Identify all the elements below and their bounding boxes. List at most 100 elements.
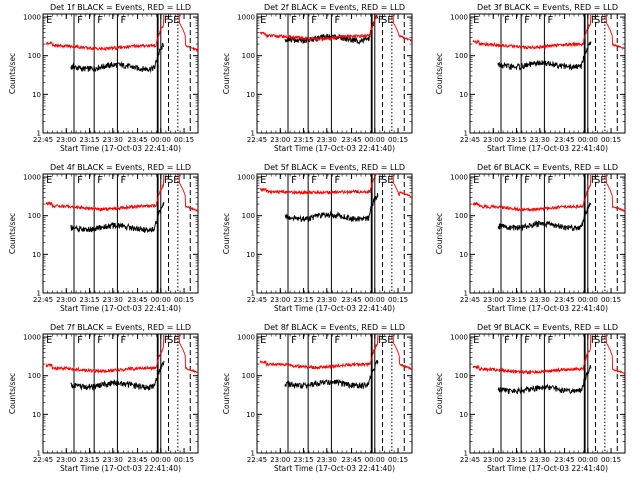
x-tick-label: 00:15: [388, 456, 408, 464]
segment-marker: S: [594, 335, 600, 346]
x-tick-label: 22:45: [247, 136, 267, 144]
segment-marker: F: [164, 335, 170, 346]
segment-marker: F: [121, 335, 127, 346]
x-tick-label: 23:00: [483, 456, 503, 464]
x-tick-label: 23:15: [293, 296, 313, 304]
segment-marker: E: [173, 15, 179, 26]
x-tick-label: 00:15: [601, 296, 621, 304]
series-lld: [472, 14, 625, 50]
x-tick-label: 00:15: [174, 296, 194, 304]
segment-marker: F: [121, 15, 127, 26]
segment-marker: F: [524, 335, 530, 346]
x-tick-label: 22:45: [460, 136, 480, 144]
y-tick-label: 1000: [450, 334, 468, 342]
series-events: [497, 202, 592, 232]
y-tick-label: 100: [242, 52, 255, 60]
segment-marker: F: [548, 335, 554, 346]
segment-marker: F: [335, 15, 341, 26]
x-axis-label: Start Time (17-Oct-03 22:41:40): [487, 144, 608, 153]
plot-frame: [256, 333, 413, 454]
segment-marker: F: [524, 175, 530, 186]
y-tick-label: 1000: [237, 174, 255, 182]
segment-marker: F: [591, 15, 597, 26]
x-tick-label: 23:15: [293, 136, 313, 144]
y-axis-label: Counts/sec: [435, 373, 444, 414]
series-lld: [45, 174, 198, 213]
x-tick-label: 23:00: [56, 136, 76, 144]
x-axis-label: Start Time (17-Oct-03 22:41:40): [274, 304, 395, 313]
segment-marker: F: [311, 335, 317, 346]
segment-marker: F: [164, 15, 170, 26]
x-tick-label: 23:45: [554, 456, 574, 464]
segment-marker: E: [173, 175, 179, 186]
panel-title: Det 4f BLACK = Events, RED = LLD: [50, 163, 191, 172]
panel-6: Det 6f BLACK = Events, RED = LLD 1 10 100 10…: [435, 163, 626, 313]
panel-title: Det 8f BLACK = Events, RED = LLD: [264, 323, 405, 332]
x-tick-label: 00:00: [365, 456, 385, 464]
x-tick-label: 23:45: [127, 136, 147, 144]
x-axis-label: Start Time (17-Oct-03 22:41:40): [274, 464, 395, 473]
y-tick-label: 100: [28, 212, 41, 220]
panel-title: Det 2f BLACK = Events, RED = LLD: [264, 3, 405, 12]
segment-marker: F: [97, 175, 103, 186]
y-tick-label: 100: [242, 212, 255, 220]
segment-marker: F: [97, 335, 103, 346]
y-tick-label: 1000: [450, 14, 468, 22]
x-tick-label: 23:00: [483, 136, 503, 144]
x-tick-label: 23:30: [530, 296, 550, 304]
x-tick-label: 00:15: [174, 456, 194, 464]
segment-marker: F: [524, 15, 530, 26]
x-tick-label: 23:00: [56, 296, 76, 304]
series-events: [70, 201, 165, 233]
x-tick-label: 00:15: [601, 456, 621, 464]
x-axis-label: Start Time (17-Oct-03 22:41:40): [60, 144, 181, 153]
x-tick-label: 23:00: [270, 136, 290, 144]
segment-marker: E: [46, 15, 52, 26]
x-tick-label: 23:00: [483, 296, 503, 304]
y-axis-label: Counts/sec: [8, 373, 17, 414]
series-lld: [259, 334, 412, 371]
panel-title: Det 1f BLACK = Events, RED = LLD: [50, 3, 191, 12]
panel-9: Det 9f BLACK = Events, RED = LLD 1 10 100 10…: [435, 323, 626, 473]
y-tick-label: 1: [37, 290, 41, 298]
x-tick-label: 23:30: [530, 136, 550, 144]
y-tick-label: 1000: [237, 334, 255, 342]
y-tick-label: 10: [459, 91, 468, 99]
panel-3: Det 3f BLACK = Events, RED = LLD 1 10 100 10…: [435, 3, 626, 153]
x-axis-label: Start Time (17-Oct-03 22:41:40): [60, 464, 181, 473]
y-tick-label: 1: [37, 130, 41, 138]
x-tick-label: 23:45: [127, 456, 147, 464]
panel-4: Det 4f BLACK = Events, RED = LLD 1 10 100 10…: [8, 163, 199, 313]
segment-marker: F: [291, 335, 297, 346]
segment-marker: S: [381, 175, 387, 186]
x-tick-label: 23:15: [79, 296, 99, 304]
segment-marker: E: [473, 335, 479, 346]
series-lld: [472, 174, 625, 213]
x-tick-label: 23:15: [506, 296, 526, 304]
x-tick-label: 00:00: [151, 136, 171, 144]
segment-marker: E: [600, 335, 606, 346]
segment-marker: F: [591, 175, 597, 186]
x-tick-label: 23:45: [341, 456, 361, 464]
x-tick-label: 23:00: [270, 296, 290, 304]
x-tick-label: 23:30: [317, 456, 337, 464]
x-tick-label: 23:30: [103, 456, 123, 464]
y-tick-label: 1: [251, 130, 255, 138]
x-tick-label: 00:00: [578, 296, 598, 304]
segment-marker: E: [260, 335, 266, 346]
plot-frame: [469, 333, 626, 454]
series-events: [284, 193, 379, 223]
segment-marker: F: [335, 335, 341, 346]
segment-marker: E: [260, 175, 266, 186]
panel-2: Det 2f BLACK = Events, RED = LLD 1 10 100 10…: [222, 3, 413, 153]
x-tick-label: 22:45: [247, 456, 267, 464]
segment-marker: F: [291, 15, 297, 26]
x-tick-label: 23:30: [317, 296, 337, 304]
segment-marker: E: [46, 335, 52, 346]
panel-5: Det 5f BLACK = Events, RED = LLD 1 10 100 10…: [222, 163, 413, 313]
segment-marker: F: [291, 175, 297, 186]
segment-marker: S: [381, 335, 387, 346]
segment-marker: S: [167, 175, 173, 186]
